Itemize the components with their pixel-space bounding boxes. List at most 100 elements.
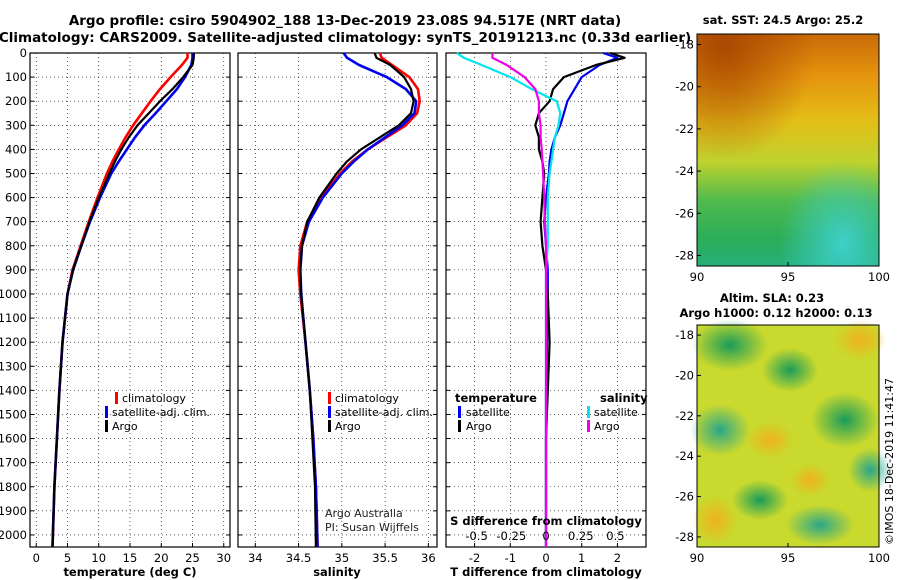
y-tick-label: 1500 bbox=[0, 407, 27, 421]
legend-swatch-temp-argo bbox=[458, 420, 461, 432]
legend-swatch-sal-argo bbox=[587, 420, 590, 432]
t-difference-axis-label: T difference from climatology bbox=[450, 565, 642, 579]
sst-map-title: sat. SST: 24.5 Argo: 25.2 bbox=[703, 13, 863, 27]
map-y-tick-label: -22 bbox=[675, 409, 694, 423]
map-x-tick-label: 90 bbox=[690, 270, 705, 284]
salinity-panel: 34 34.5 35 35.5 36 bbox=[237, 52, 438, 565]
legend-swatch-satellite bbox=[328, 406, 331, 418]
x-tick-label: 0 bbox=[33, 551, 40, 565]
sla-eddy bbox=[692, 319, 768, 371]
x-tick-label: 25 bbox=[185, 551, 200, 565]
sla-eddy bbox=[811, 392, 879, 448]
map-y-tick-label: -20 bbox=[675, 368, 694, 382]
x-tick-label: 5 bbox=[64, 551, 71, 565]
map-y-tick-label: -20 bbox=[675, 80, 694, 94]
map-x-tick-label: 95 bbox=[781, 270, 796, 284]
y-tick-label: 1600 bbox=[0, 432, 27, 446]
y-tick-label: 700 bbox=[5, 215, 27, 229]
sla-map-subtitle: Argo h1000: 0.12 h2000: 0.13 bbox=[679, 306, 872, 320]
legend-label-climatology: climatology bbox=[122, 392, 186, 405]
legend-title-temperature: temperature bbox=[455, 391, 537, 405]
temperature-axis-label: temperature (deg C) bbox=[63, 565, 196, 579]
series-line-satellite-adj-clim- bbox=[298, 52, 418, 548]
series-line-satellite-adj-clim- bbox=[51, 53, 194, 548]
map-x-tick-label: 100 bbox=[868, 270, 890, 284]
sla-eddy bbox=[762, 348, 818, 392]
map-y-tick-label: -28 bbox=[675, 530, 694, 544]
series-line-temperature-argo bbox=[534, 51, 626, 547]
y-tick-label: 2000 bbox=[0, 528, 27, 542]
x-tick-label: 34 bbox=[248, 551, 263, 565]
map-y-tick-label: -18 bbox=[675, 328, 694, 342]
sla-eddy bbox=[786, 505, 854, 545]
legend-swatch-temp-satellite bbox=[458, 406, 461, 418]
y-tick-label: 400 bbox=[5, 142, 27, 156]
y-tick-label: 200 bbox=[5, 94, 27, 108]
x-tick-label: 30 bbox=[216, 551, 231, 565]
series-line-temperature-satellite bbox=[543, 51, 619, 547]
legend-swatch-climatology bbox=[115, 392, 118, 404]
salinity-legend: climatology satellite-adj. clim. Argo bbox=[328, 392, 433, 433]
y-tick-label: 0 bbox=[20, 46, 27, 60]
s-difference-tick-label: 0 bbox=[542, 529, 549, 543]
y-tick-label: 1200 bbox=[0, 335, 27, 349]
legend-title-salinity: salinity bbox=[600, 391, 648, 405]
s-difference-tick-label: -0.5 bbox=[465, 529, 487, 543]
difference-panel: -2 -1 0 1 2 bbox=[445, 51, 647, 565]
legend-label-climatology: climatology bbox=[335, 392, 399, 405]
y-tick-label: 1400 bbox=[0, 383, 27, 397]
legend-label-argo: Argo bbox=[335, 420, 361, 433]
sst-map-cool-overlay bbox=[697, 34, 879, 266]
y-tick-label: 800 bbox=[5, 239, 27, 253]
map-y-tick-label: -28 bbox=[675, 248, 694, 262]
chart-title-line2: Climatology: CARS2009. Satellite-adjuste… bbox=[0, 30, 691, 46]
x-tick-label: 10 bbox=[91, 551, 106, 565]
series-line-argo bbox=[299, 52, 415, 548]
credit-line1: Argo Australia bbox=[325, 507, 403, 520]
sla-eddy bbox=[790, 464, 830, 496]
credit-line2: PI: Susan Wijffels bbox=[325, 521, 419, 534]
legend-swatch-climatology bbox=[328, 392, 331, 404]
y-tick-label: 600 bbox=[5, 191, 27, 205]
sla-eddy bbox=[834, 320, 886, 360]
x-tick-label: 1 bbox=[578, 551, 585, 565]
sla-eddy bbox=[693, 496, 737, 544]
x-tick-label: 35 bbox=[335, 551, 350, 565]
x-tick-label: 2 bbox=[614, 551, 621, 565]
legend-label-satellite: satellite-adj. clim. bbox=[112, 406, 210, 419]
sst-map-axes: -18 -20 -22 -24 -26 -28 90 95 100 bbox=[675, 38, 890, 284]
footer-timestamp: ©IMOS 18-Dec-2019 11:41:47 bbox=[883, 378, 896, 545]
y-tick-label: 1800 bbox=[0, 480, 27, 494]
series-line-salinity-satellite bbox=[456, 52, 562, 547]
difference-legend: temperature satellite Argo salinity sate… bbox=[455, 391, 648, 433]
sla-map-axes: -18 -20 -22 -24 -26 -28 90 95 100 bbox=[675, 328, 890, 565]
sla-eddy bbox=[732, 480, 788, 520]
sla-eddy bbox=[848, 448, 892, 492]
series-line-salinity-argo bbox=[491, 53, 548, 547]
legend-label-temp-satellite: satellite bbox=[466, 406, 510, 419]
plot-frame bbox=[29, 52, 231, 548]
legend-label-temp-argo: Argo bbox=[466, 420, 492, 433]
sst-map bbox=[696, 33, 880, 267]
temperature-panel: 0 5 10 15 20 25 30 bbox=[29, 52, 231, 565]
x-tick-label: 35.5 bbox=[372, 551, 398, 565]
sla-map-eddies bbox=[690, 319, 892, 545]
chart-title-line1: Argo profile: csiro 5904902_188 13-Dec-2… bbox=[69, 13, 621, 29]
salinity-axis-label: salinity bbox=[313, 565, 361, 579]
legend-swatch-sal-satellite bbox=[587, 406, 590, 418]
sla-map-title: Altim. SLA: 0.23 bbox=[720, 291, 824, 305]
x-tick-label: 36 bbox=[421, 551, 436, 565]
map-y-tick-label: -24 bbox=[675, 449, 694, 463]
y-tick-label: 1300 bbox=[0, 359, 27, 373]
legend-swatch-argo bbox=[105, 420, 108, 432]
sla-eddy bbox=[690, 404, 750, 456]
pressure-axis-labels: 0 100 200 300 400 500 600 700 800 900 1000 1100 1200… bbox=[0, 46, 27, 542]
s-difference-tick-labels: -0.5 -0.25 0 0.25 0.5 bbox=[465, 529, 624, 543]
x-tick-label: 0 bbox=[542, 551, 549, 565]
y-tick-label: 1100 bbox=[0, 311, 27, 325]
s-difference-tick-label: 0.5 bbox=[606, 529, 624, 543]
y-tick-label: 100 bbox=[5, 70, 27, 84]
plot-frame bbox=[237, 52, 438, 548]
x-tick-label: 20 bbox=[154, 551, 169, 565]
y-tick-label: 300 bbox=[5, 118, 27, 132]
